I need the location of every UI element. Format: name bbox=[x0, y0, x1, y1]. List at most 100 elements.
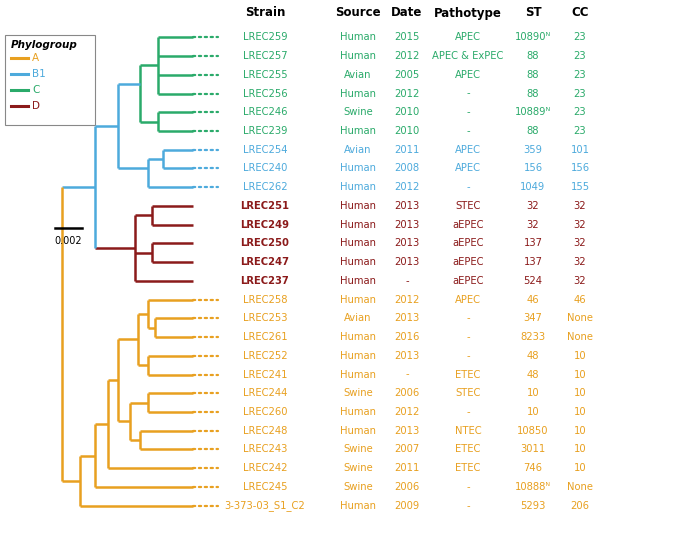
Text: CC: CC bbox=[571, 6, 588, 20]
Text: 155: 155 bbox=[571, 182, 590, 192]
Text: Human: Human bbox=[340, 276, 376, 286]
Text: aEPEC: aEPEC bbox=[452, 220, 484, 230]
Text: LREC252: LREC252 bbox=[242, 351, 287, 361]
Text: STEC: STEC bbox=[456, 201, 481, 211]
Text: LREC255: LREC255 bbox=[242, 70, 287, 80]
Text: LREC261: LREC261 bbox=[242, 332, 287, 342]
Text: 88: 88 bbox=[527, 51, 539, 61]
Text: LREC250: LREC250 bbox=[240, 238, 290, 248]
Text: -: - bbox=[466, 500, 470, 511]
Text: Human: Human bbox=[340, 351, 376, 361]
Text: 1049: 1049 bbox=[521, 182, 546, 192]
Text: 2010: 2010 bbox=[395, 126, 420, 136]
Text: B1: B1 bbox=[32, 69, 46, 79]
Text: 2006: 2006 bbox=[395, 482, 420, 492]
Text: 746: 746 bbox=[523, 463, 543, 473]
Text: 5293: 5293 bbox=[521, 500, 546, 511]
Text: Phylogroup: Phylogroup bbox=[11, 40, 78, 50]
Text: -: - bbox=[466, 126, 470, 136]
Text: -: - bbox=[466, 182, 470, 192]
Text: 32: 32 bbox=[527, 201, 539, 211]
Text: APEC: APEC bbox=[455, 145, 481, 155]
Text: -: - bbox=[406, 369, 409, 379]
Text: 2010: 2010 bbox=[395, 107, 420, 117]
Text: 206: 206 bbox=[571, 500, 590, 511]
Text: 46: 46 bbox=[573, 295, 586, 304]
Text: Human: Human bbox=[340, 164, 376, 173]
Text: 156: 156 bbox=[571, 164, 590, 173]
Text: LREC244: LREC244 bbox=[242, 388, 287, 398]
Text: A: A bbox=[32, 53, 39, 63]
Text: 10: 10 bbox=[573, 426, 586, 435]
Text: LREC247: LREC247 bbox=[240, 257, 290, 267]
Text: ETEC: ETEC bbox=[456, 463, 481, 473]
Text: Human: Human bbox=[340, 33, 376, 42]
Text: LREC254: LREC254 bbox=[242, 145, 287, 155]
Text: 23: 23 bbox=[573, 126, 586, 136]
Text: 2013: 2013 bbox=[395, 220, 420, 230]
Text: 2012: 2012 bbox=[395, 407, 420, 417]
Text: 3-373-03_S1_C2: 3-373-03_S1_C2 bbox=[225, 500, 306, 511]
Text: Swine: Swine bbox=[343, 463, 373, 473]
Text: -: - bbox=[466, 407, 470, 417]
Text: ETEC: ETEC bbox=[456, 445, 481, 455]
Text: 156: 156 bbox=[523, 164, 543, 173]
Text: 10: 10 bbox=[573, 351, 586, 361]
Text: LREC240: LREC240 bbox=[242, 164, 287, 173]
Text: LREC253: LREC253 bbox=[242, 313, 287, 324]
Text: 10888ᴺ: 10888ᴺ bbox=[515, 482, 551, 492]
Text: 2012: 2012 bbox=[395, 182, 420, 192]
Text: STEC: STEC bbox=[456, 388, 481, 398]
Text: 2006: 2006 bbox=[395, 388, 420, 398]
Text: Date: Date bbox=[391, 6, 423, 20]
Text: ST: ST bbox=[525, 6, 541, 20]
Text: Avian: Avian bbox=[345, 145, 372, 155]
Text: 10: 10 bbox=[527, 388, 539, 398]
Text: 2013: 2013 bbox=[395, 257, 420, 267]
Text: 32: 32 bbox=[573, 201, 586, 211]
Text: C: C bbox=[32, 85, 39, 95]
Text: Human: Human bbox=[340, 500, 376, 511]
Text: LREC237: LREC237 bbox=[240, 276, 289, 286]
Text: 137: 137 bbox=[523, 257, 543, 267]
Text: Human: Human bbox=[340, 51, 376, 61]
Text: Avian: Avian bbox=[345, 70, 372, 80]
Text: 101: 101 bbox=[571, 145, 590, 155]
Text: 48: 48 bbox=[527, 351, 539, 361]
Text: 2016: 2016 bbox=[395, 332, 420, 342]
Text: 2012: 2012 bbox=[395, 295, 420, 304]
Text: Human: Human bbox=[340, 257, 376, 267]
Text: LREC258: LREC258 bbox=[242, 295, 287, 304]
Text: LREC245: LREC245 bbox=[242, 482, 287, 492]
Text: NTEC: NTEC bbox=[455, 426, 482, 435]
Text: LREC256: LREC256 bbox=[242, 88, 287, 99]
Text: Swine: Swine bbox=[343, 388, 373, 398]
Text: LREC260: LREC260 bbox=[242, 407, 287, 417]
Text: Human: Human bbox=[340, 369, 376, 379]
Text: 32: 32 bbox=[573, 238, 586, 248]
Text: Swine: Swine bbox=[343, 445, 373, 455]
Text: 23: 23 bbox=[573, 107, 586, 117]
Text: APEC: APEC bbox=[455, 295, 481, 304]
FancyBboxPatch shape bbox=[5, 35, 95, 125]
Text: Human: Human bbox=[340, 332, 376, 342]
Text: Source: Source bbox=[335, 6, 381, 20]
Text: Human: Human bbox=[340, 426, 376, 435]
Text: ETEC: ETEC bbox=[456, 369, 481, 379]
Text: 32: 32 bbox=[573, 276, 586, 286]
Text: Swine: Swine bbox=[343, 107, 373, 117]
Text: Human: Human bbox=[340, 295, 376, 304]
Text: 48: 48 bbox=[527, 369, 539, 379]
Text: 2013: 2013 bbox=[395, 313, 420, 324]
Text: 10889ᴺ: 10889ᴺ bbox=[515, 107, 551, 117]
Text: LREC243: LREC243 bbox=[242, 445, 287, 455]
Text: 347: 347 bbox=[523, 313, 543, 324]
Text: LREC257: LREC257 bbox=[242, 51, 287, 61]
Text: 524: 524 bbox=[523, 276, 543, 286]
Text: LREC241: LREC241 bbox=[242, 369, 287, 379]
Text: 2013: 2013 bbox=[395, 426, 420, 435]
Text: Human: Human bbox=[340, 407, 376, 417]
Text: APEC: APEC bbox=[455, 164, 481, 173]
Text: Avian: Avian bbox=[345, 313, 372, 324]
Text: -: - bbox=[466, 107, 470, 117]
